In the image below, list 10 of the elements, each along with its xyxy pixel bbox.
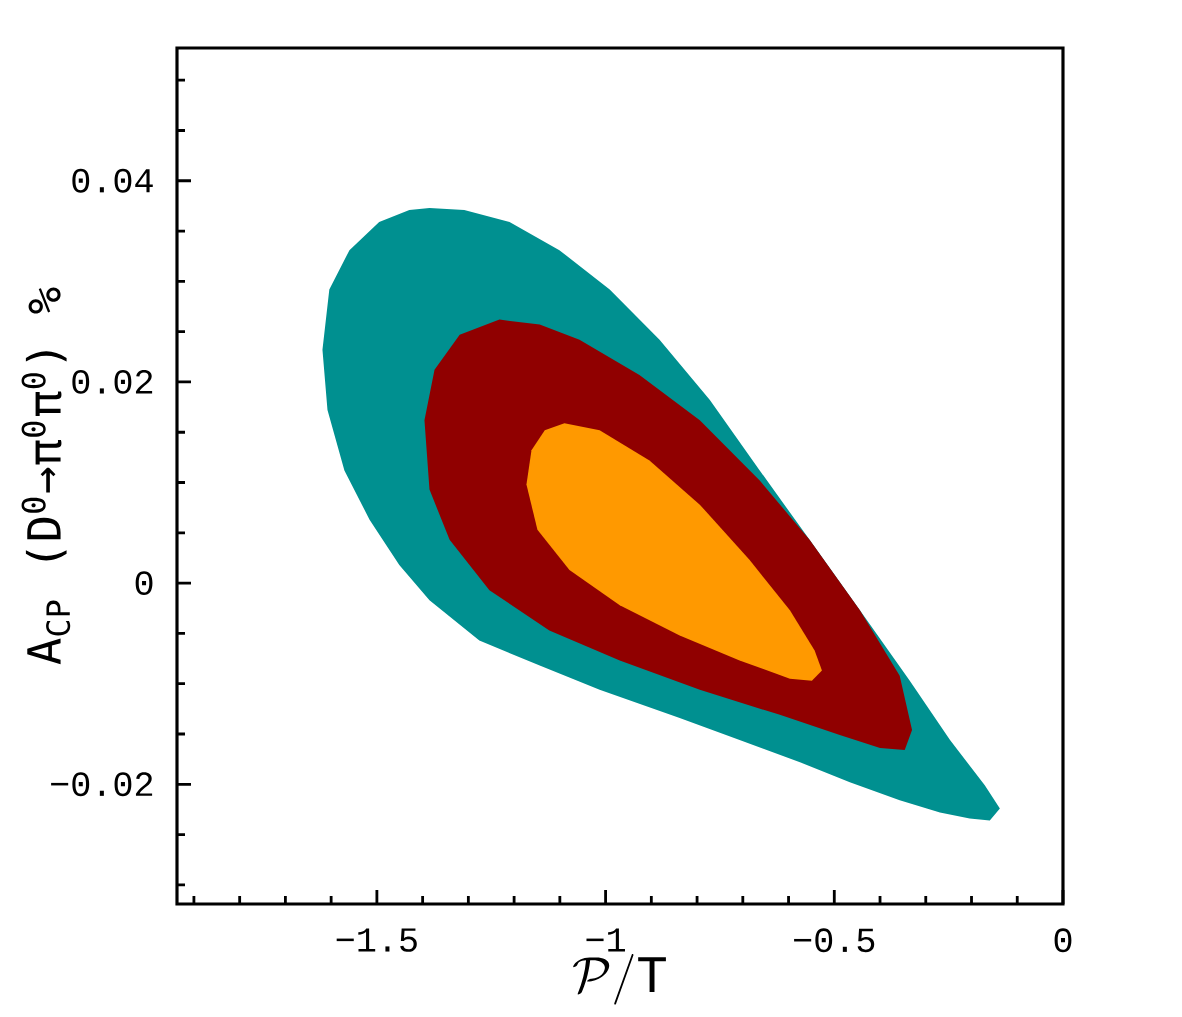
text: A$_{CP}$ (D$^{0}$→π$^{0}$π$^{0}$) % [21,287,71,665]
x-tick-label: 0 [1054,928,1072,953]
y-tick-label: 0.02 [72,370,153,394]
y-tick-label: −0.02 [51,772,153,797]
x-tick-label: −1 [586,928,625,952]
x-tick-label: −1.5 [336,928,417,952]
y-tick-label: 0 [135,571,153,596]
x-tick-label: −0.5 [794,928,875,953]
y-tick-label: 0.04 [72,168,153,193]
x-axis-title: $\mathcal{P}/\mathrm{T}$ [573,954,666,1005]
